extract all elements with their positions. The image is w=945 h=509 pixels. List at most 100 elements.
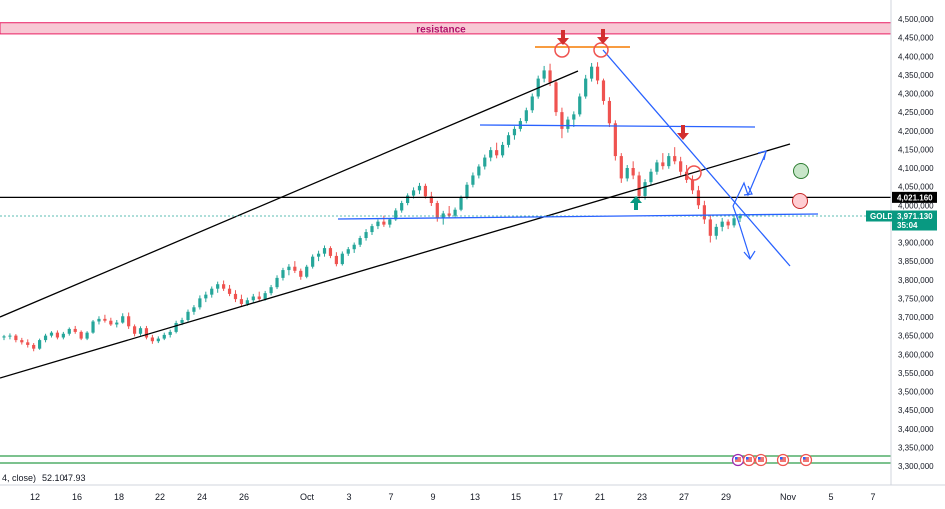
event-flag-icon[interactable] — [754, 453, 768, 467]
candle[interactable] — [530, 93, 534, 113]
candle[interactable] — [287, 264, 291, 276]
lower-channel-line[interactable] — [0, 143, 791, 379]
candle[interactable] — [352, 242, 356, 253]
candle[interactable] — [192, 305, 196, 315]
candle[interactable] — [376, 219, 380, 230]
candle[interactable] — [43, 333, 48, 343]
candle[interactable] — [305, 264, 309, 279]
event-flag-icon[interactable] — [731, 453, 745, 467]
candle[interactable] — [566, 116, 570, 133]
candle[interactable] — [649, 168, 653, 186]
candle[interactable] — [708, 214, 712, 243]
candle[interactable] — [554, 80, 558, 116]
candle[interactable] — [150, 334, 154, 344]
candle[interactable] — [61, 331, 65, 340]
event-flag-icon[interactable] — [742, 453, 756, 467]
candle[interactable] — [364, 229, 368, 241]
candle[interactable] — [109, 317, 113, 326]
candle[interactable] — [334, 252, 338, 267]
candle[interactable] — [578, 93, 582, 117]
candle[interactable] — [121, 313, 125, 324]
candle[interactable] — [595, 62, 600, 85]
candle[interactable] — [495, 142, 499, 159]
candle[interactable] — [726, 219, 730, 230]
candle[interactable] — [625, 165, 629, 182]
candle[interactable] — [328, 246, 333, 259]
candle[interactable] — [132, 324, 137, 337]
candle[interactable] — [459, 195, 463, 212]
candle[interactable] — [643, 179, 647, 200]
candle[interactable] — [489, 147, 493, 162]
candle[interactable] — [138, 326, 143, 336]
target-circle-red[interactable] — [792, 193, 808, 209]
drawings[interactable] — [0, 29, 891, 379]
candle[interactable] — [281, 267, 285, 281]
candle[interactable] — [20, 337, 24, 345]
candle[interactable] — [388, 217, 392, 228]
candle[interactable] — [38, 338, 42, 350]
candle[interactable] — [73, 325, 77, 334]
candle[interactable] — [406, 193, 410, 206]
time-axis[interactable]: 12 16 18 22 24 26 Oct 3 7 9 13 15 17 21 23 27 29 Nov 5 7 — [0, 484, 945, 502]
candle[interactable] — [584, 74, 588, 99]
candle[interactable] — [216, 281, 220, 293]
candle[interactable] — [251, 293, 255, 303]
candle[interactable] — [311, 254, 315, 269]
candle[interactable] — [210, 286, 214, 298]
candle[interactable] — [400, 200, 404, 213]
candle[interactable] — [411, 187, 416, 199]
candle[interactable] — [673, 147, 677, 165]
candle[interactable] — [720, 217, 724, 232]
candle[interactable] — [115, 319, 119, 328]
candle[interactable] — [2, 334, 6, 341]
candle[interactable] — [227, 284, 232, 297]
candle[interactable] — [233, 290, 238, 303]
candle[interactable] — [702, 200, 706, 224]
candle[interactable] — [257, 291, 261, 302]
candle[interactable] — [293, 261, 297, 274]
target-circle-green[interactable] — [793, 163, 809, 179]
candle[interactable] — [506, 132, 511, 148]
candle[interactable] — [67, 327, 71, 336]
candle[interactable] — [316, 250, 321, 262]
candle[interactable] — [619, 153, 623, 183]
candle[interactable] — [417, 182, 422, 195]
candle[interactable] — [423, 183, 428, 199]
candle[interactable] — [714, 223, 718, 240]
candle[interactable] — [127, 312, 131, 329]
candle[interactable] — [483, 154, 487, 170]
candle[interactable] — [661, 153, 665, 170]
candle[interactable] — [198, 295, 202, 310]
top-circle-right[interactable] — [593, 42, 609, 58]
descending-trendline[interactable] — [602, 49, 791, 267]
candle[interactable] — [299, 268, 303, 280]
candle[interactable] — [55, 330, 60, 340]
candle[interactable] — [91, 319, 95, 334]
candle[interactable] — [269, 284, 273, 296]
candle[interactable] — [447, 205, 451, 219]
neckline-bottom[interactable] — [337, 213, 819, 220]
candle[interactable] — [465, 182, 469, 200]
candle[interactable] — [572, 111, 576, 128]
candle[interactable] — [239, 294, 244, 307]
price-axis[interactable]: 4,500,000 4,450,000 4,400,000 4,350,000 4,30… — [866, 0, 937, 485]
event-flag-icon[interactable] — [799, 453, 813, 467]
candle[interactable] — [32, 343, 36, 352]
candle[interactable] — [85, 331, 89, 341]
candle[interactable] — [14, 334, 18, 343]
upper-channel-line[interactable] — [0, 70, 579, 318]
candle[interactable] — [667, 153, 671, 169]
projection-down-path[interactable] — [732, 205, 751, 259]
candle[interactable] — [732, 215, 736, 228]
candle[interactable] — [103, 314, 107, 323]
candle[interactable] — [346, 246, 350, 256]
candle[interactable] — [97, 316, 101, 325]
candle[interactable] — [637, 171, 641, 202]
candle[interactable] — [560, 107, 564, 139]
candle[interactable] — [601, 78, 606, 105]
candle[interactable] — [679, 156, 683, 176]
candle[interactable] — [340, 251, 344, 266]
neckline-top[interactable] — [479, 124, 756, 128]
candle[interactable] — [429, 191, 433, 206]
